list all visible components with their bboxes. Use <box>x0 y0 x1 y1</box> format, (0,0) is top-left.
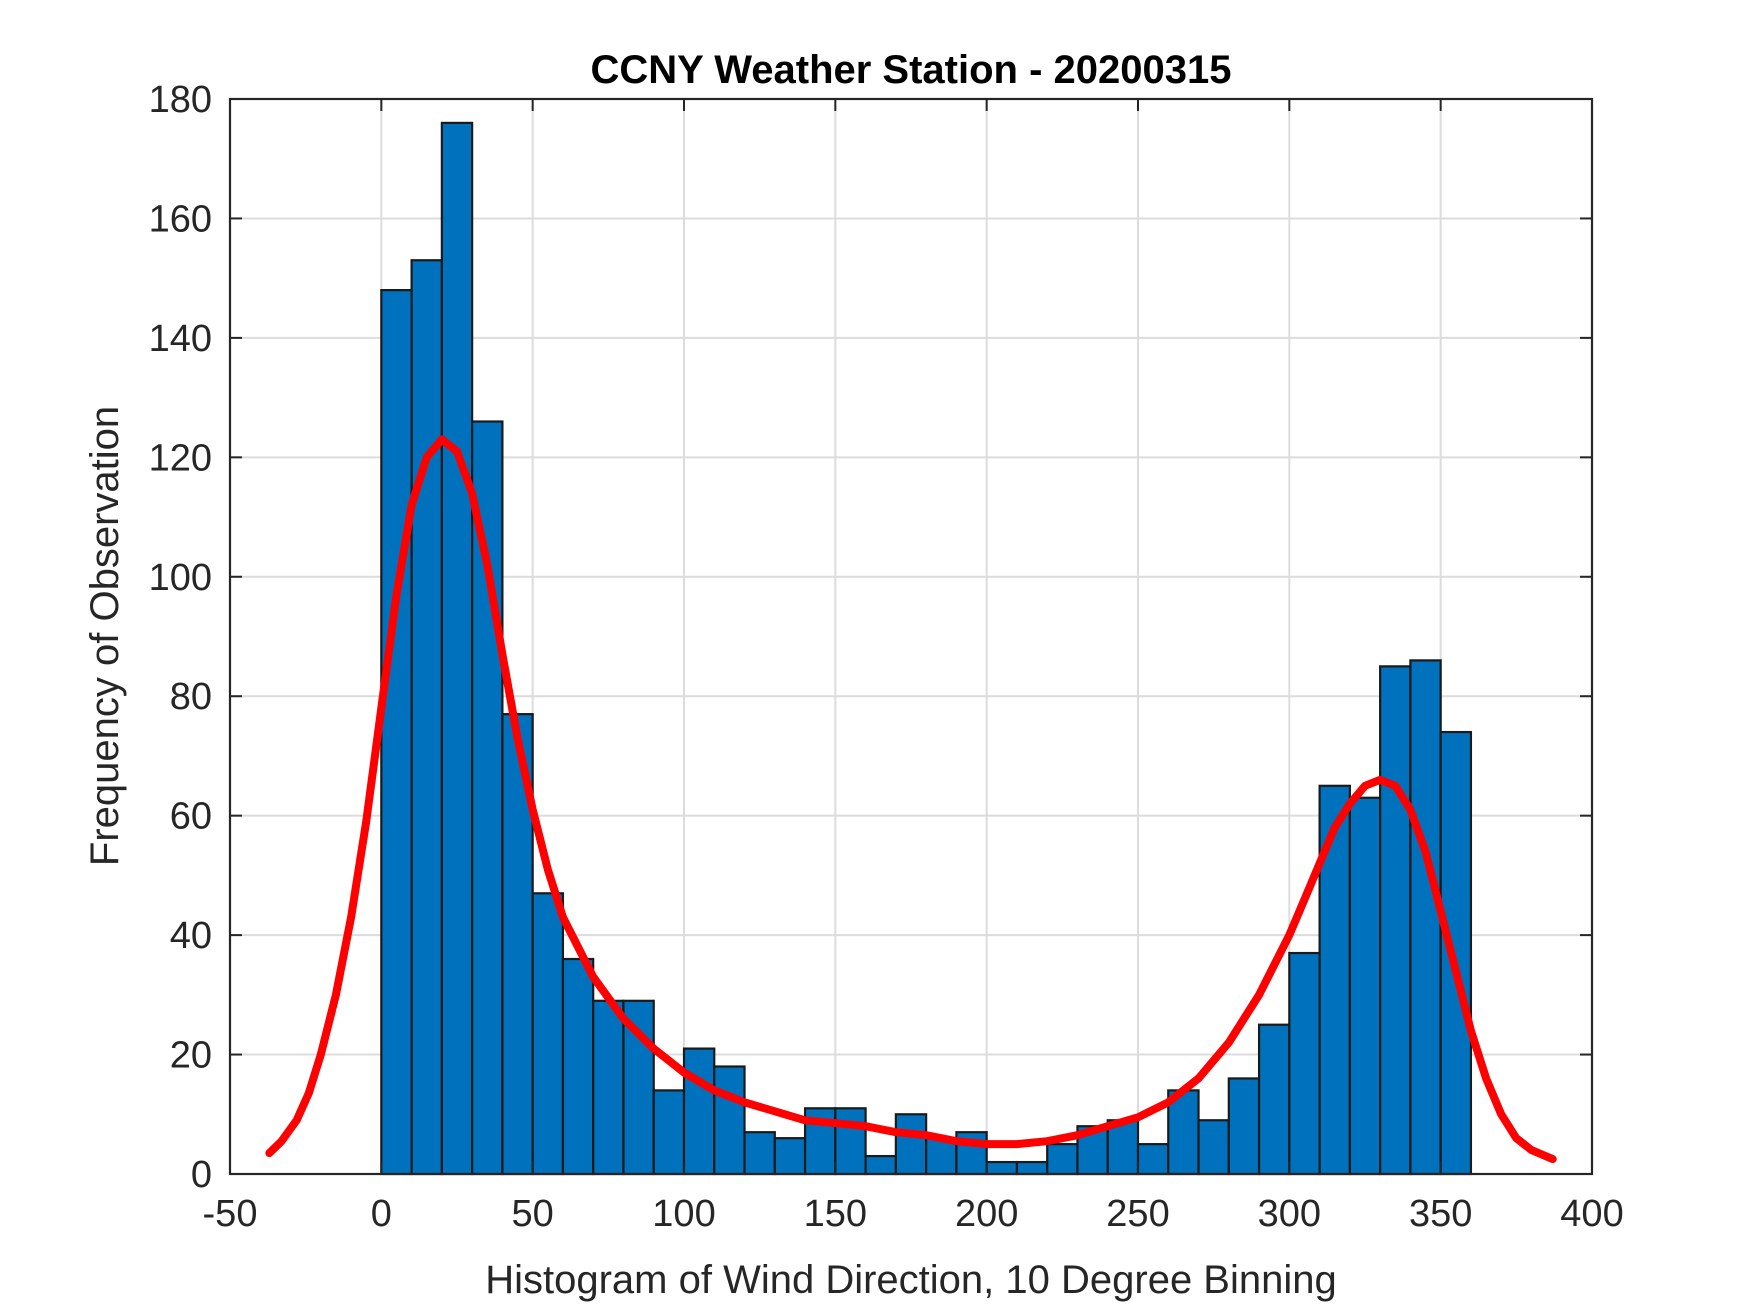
histogram-bar <box>380 289 413 1176</box>
y-tick-labels: 0 20 40 60 80 100 120 140 160 180 <box>149 79 212 1196</box>
x-tick-label: 0 <box>371 1193 392 1235</box>
x-tick-label: 100 <box>652 1193 715 1235</box>
histogram-bar <box>561 957 595 1176</box>
histogram-bar <box>1439 730 1473 1176</box>
plot-area-frame <box>228 97 1594 1176</box>
histogram-bar <box>410 259 443 1176</box>
histogram-bar <box>682 1047 716 1176</box>
x-tick-label: 150 <box>804 1193 867 1235</box>
histogram-bar <box>894 1113 928 1176</box>
x-tick-label: -50 <box>203 1193 258 1235</box>
histogram-bar <box>1348 796 1382 1176</box>
histogram-bar <box>864 1154 897 1176</box>
histogram-bar <box>1197 1119 1230 1176</box>
y-tick-label: 100 <box>149 557 212 599</box>
x-tick-label: 200 <box>955 1193 1018 1235</box>
y-tick-label: 60 <box>170 796 212 838</box>
y-tick-label: 40 <box>170 915 212 957</box>
histogram-bar <box>1409 659 1442 1176</box>
x-tick-label: 50 <box>512 1193 554 1235</box>
x-tick-label: 350 <box>1409 1193 1472 1235</box>
histogram-bar <box>592 999 625 1176</box>
y-tick-label: 20 <box>170 1035 212 1077</box>
x-tick-label: 250 <box>1106 1193 1169 1235</box>
histogram-bar <box>471 420 504 1176</box>
y-tick-label: 180 <box>149 79 212 121</box>
tick-marks <box>229 98 1593 1175</box>
histogram-bar <box>531 892 565 1176</box>
x-tick-label: 300 <box>1258 1193 1321 1235</box>
histogram-bar <box>1227 1077 1261 1176</box>
histogram-bar <box>1257 1023 1291 1176</box>
y-axis-label: Frequency of Observation <box>83 406 127 866</box>
histogram-bar <box>652 1089 686 1176</box>
y-tick-label: 80 <box>170 676 212 718</box>
y-tick-label: 140 <box>149 318 212 360</box>
histogram-bar <box>1379 665 1412 1176</box>
histogram-bar <box>1136 1143 1170 1176</box>
histogram-bar <box>1046 1143 1079 1176</box>
histogram-bar <box>713 1065 746 1176</box>
density-fit-curve <box>265 435 1557 1164</box>
chart-title: CCNY Weather Station - 20200315 <box>591 48 1232 92</box>
x-tick-labels: -50 0 50 100 150 200 250 300 350 400 <box>203 1193 1624 1235</box>
y-tick-label: 120 <box>149 437 212 479</box>
x-axis-label: Histogram of Wind Direction, 10 Degree B… <box>485 1258 1337 1302</box>
histogram-bars <box>380 121 1473 1176</box>
histogram-bar <box>1015 1160 1049 1176</box>
histogram-bar <box>834 1107 867 1176</box>
x-tick-label: 400 <box>1560 1193 1623 1235</box>
histogram-bar <box>743 1131 776 1176</box>
y-tick-label: 0 <box>191 1154 212 1196</box>
histogram-bar <box>1288 951 1321 1176</box>
histogram-bar <box>773 1137 807 1176</box>
histogram-bar <box>985 1160 1019 1176</box>
y-tick-label: 160 <box>149 198 212 240</box>
histogram-bar <box>440 121 474 1176</box>
